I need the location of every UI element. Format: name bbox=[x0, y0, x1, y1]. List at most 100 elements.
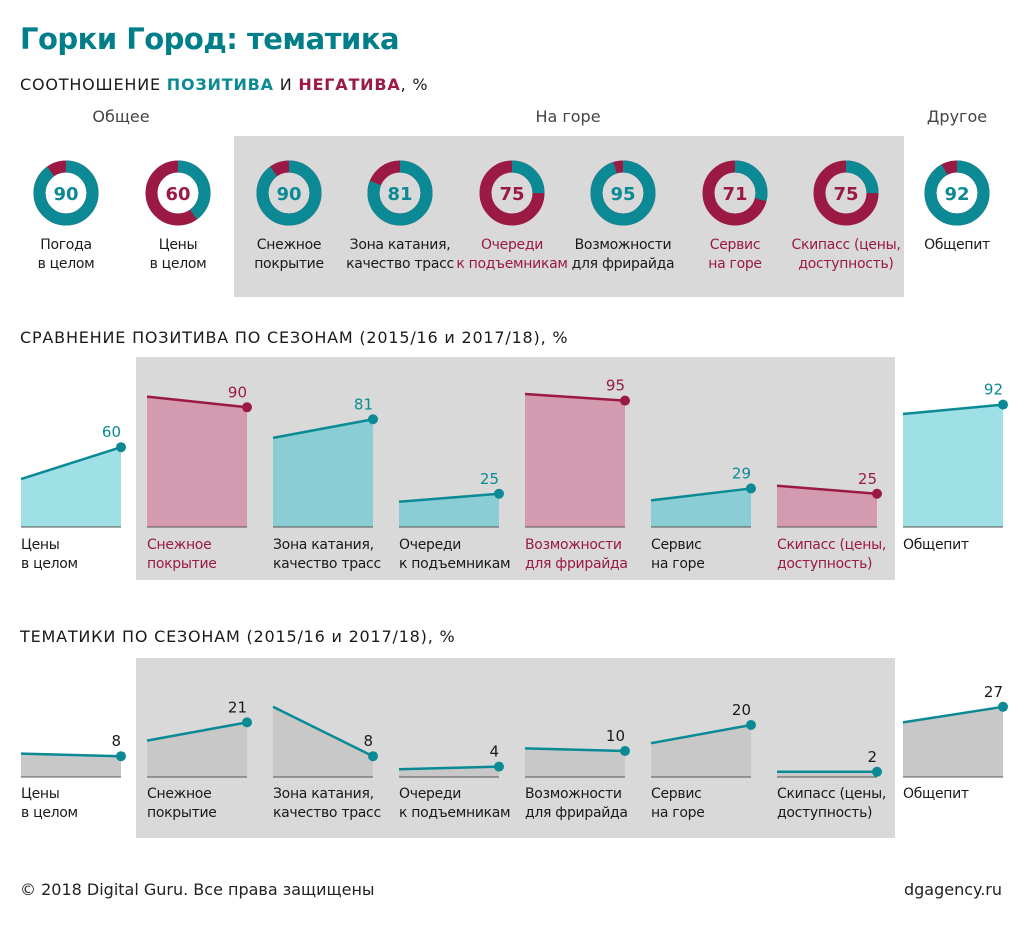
area-label-line: Сервис bbox=[651, 786, 702, 802]
area-trend-line bbox=[20, 446, 122, 481]
area-trend-line bbox=[524, 747, 626, 753]
area-end-value: 8 bbox=[111, 732, 121, 750]
area-category-label: Очереди к подъемникам bbox=[399, 785, 529, 823]
donut-value: 92 bbox=[944, 184, 969, 205]
page-title: Горки Город: тематика bbox=[20, 22, 400, 56]
area-end-point bbox=[746, 720, 756, 730]
area-label-line: Очереди bbox=[399, 786, 462, 802]
area-label-line: Цены bbox=[21, 786, 60, 802]
donut-positive-arc bbox=[590, 160, 656, 226]
area-end-point bbox=[998, 399, 1008, 410]
area-trend-line bbox=[272, 418, 374, 440]
donut-positive-arc bbox=[479, 160, 545, 226]
footer-site: dgagency.ru bbox=[903, 880, 1002, 899]
area-fill bbox=[21, 447, 121, 527]
mountain-panel-donuts bbox=[234, 136, 904, 297]
area-trend-line bbox=[398, 492, 500, 503]
area-label-line: в целом bbox=[21, 556, 78, 572]
area-end-point bbox=[620, 746, 630, 756]
donut-label: Снежное покрытие bbox=[224, 236, 354, 274]
area-label-line: Возможности bbox=[525, 786, 622, 802]
area-end-point bbox=[872, 488, 882, 499]
area-trend-line bbox=[776, 484, 878, 495]
area-end-point bbox=[242, 402, 252, 413]
area-end-value: 21 bbox=[228, 698, 247, 716]
area-fill bbox=[273, 706, 373, 777]
donut-value: 90 bbox=[276, 184, 301, 205]
area-end-value: 25 bbox=[480, 470, 499, 488]
area-trend-line bbox=[398, 765, 500, 771]
area-end-value: 2 bbox=[867, 748, 877, 766]
area-label-line: для фрирайда bbox=[525, 805, 628, 821]
area-category-label: Зона катания, качество трасс bbox=[273, 785, 403, 823]
area-label-line: к подъемникам bbox=[399, 556, 511, 572]
area-category-label: Сервис на горе bbox=[651, 536, 781, 574]
area-trend-line bbox=[272, 705, 374, 758]
area-end-point bbox=[116, 442, 126, 453]
area-category-label: Зона катания, качество трасс bbox=[273, 536, 403, 574]
donut-label-line: в целом bbox=[149, 256, 207, 272]
area-trend-line bbox=[20, 752, 122, 758]
area-category-label: Скипасс (цены, доступность) bbox=[777, 536, 907, 574]
donut-value: 60 bbox=[165, 184, 190, 205]
area-fill bbox=[903, 404, 1003, 527]
section-title-positive-by-season: СРАВНЕНИЕ ПОЗИТИВА ПО СЕЗОНАМ (2015/16 и… bbox=[20, 328, 569, 347]
donut-value: 71 bbox=[722, 184, 747, 205]
area-end-value: 20 bbox=[732, 701, 751, 719]
area-end-value: 29 bbox=[732, 464, 751, 482]
area-fill bbox=[777, 485, 877, 527]
area-label-line: на горе bbox=[651, 556, 705, 572]
area-label-line: для фрирайда bbox=[525, 556, 628, 572]
area-trend-line bbox=[902, 705, 1004, 724]
footer-copyright: © 2018 Digital Guru. Все права защищены bbox=[20, 880, 375, 899]
area-fill bbox=[525, 748, 625, 777]
donut-label: Скипасс (цены, доступность) bbox=[781, 236, 911, 274]
area-trend-line bbox=[650, 487, 752, 502]
area-category-label: Общепит bbox=[903, 785, 1024, 804]
area-end-point bbox=[998, 701, 1008, 712]
area-end-value: 8 bbox=[363, 732, 373, 750]
ratio-and: И bbox=[273, 75, 299, 94]
mountain-panel-topics bbox=[136, 658, 895, 838]
donut-label-line: на горе bbox=[708, 256, 762, 272]
section-title-topics-by-season: ТЕМАТИКИ ПО СЕЗОНАМ (2015/16 и 2017/18),… bbox=[20, 627, 456, 646]
area-fill bbox=[21, 753, 121, 777]
donut-positive-arc bbox=[145, 160, 211, 226]
area-category-label: Цены в целом bbox=[21, 785, 151, 823]
mountain-panel-positive bbox=[136, 357, 895, 580]
donut-label: Очереди к подъемникам bbox=[447, 236, 577, 274]
area-category-label: Общепит bbox=[903, 536, 1024, 555]
area-end-point bbox=[494, 488, 504, 499]
area-end-point bbox=[368, 751, 378, 762]
area-label-line: покрытие bbox=[147, 805, 217, 821]
ratio-suffix: , % bbox=[400, 75, 429, 94]
area-category-label: Скипасс (цены, доступность) bbox=[777, 785, 907, 823]
area-end-value: 27 bbox=[984, 683, 1003, 701]
area-end-point bbox=[368, 414, 378, 425]
area-fill bbox=[777, 771, 877, 777]
ratio-positive-word: ПОЗИТИВА bbox=[166, 75, 274, 94]
area-fill bbox=[903, 706, 1003, 777]
area-end-value: 4 bbox=[489, 743, 499, 761]
area-end-point bbox=[242, 717, 252, 728]
donut-label-line: Возможности bbox=[574, 237, 672, 253]
area-fill bbox=[147, 396, 247, 527]
area-label-line: Скипасс (цены, bbox=[777, 537, 886, 553]
area-end-point bbox=[746, 483, 756, 494]
area-end-value: 10 bbox=[606, 727, 625, 745]
donut-value: 90 bbox=[53, 184, 78, 205]
donut-positive-arc bbox=[924, 160, 990, 226]
area-label-line: качество трасс bbox=[273, 556, 381, 572]
donut-label: Цены в целом bbox=[113, 236, 243, 274]
donut-positive-arc bbox=[702, 160, 768, 226]
area-label-line: покрытие bbox=[147, 556, 217, 572]
group-label-mountain: На горе bbox=[535, 107, 601, 126]
area-trend-line bbox=[902, 403, 1004, 416]
group-label-general: Общее bbox=[92, 107, 150, 126]
donut-value: 81 bbox=[387, 184, 412, 205]
donut-positive-arc bbox=[813, 160, 879, 226]
ratio-negative-word: НЕГАТИВА bbox=[298, 75, 401, 94]
donut-label-line: к подъемникам bbox=[456, 256, 568, 272]
area-label-line: Зона катания, bbox=[273, 786, 374, 802]
area-fill bbox=[525, 394, 625, 527]
